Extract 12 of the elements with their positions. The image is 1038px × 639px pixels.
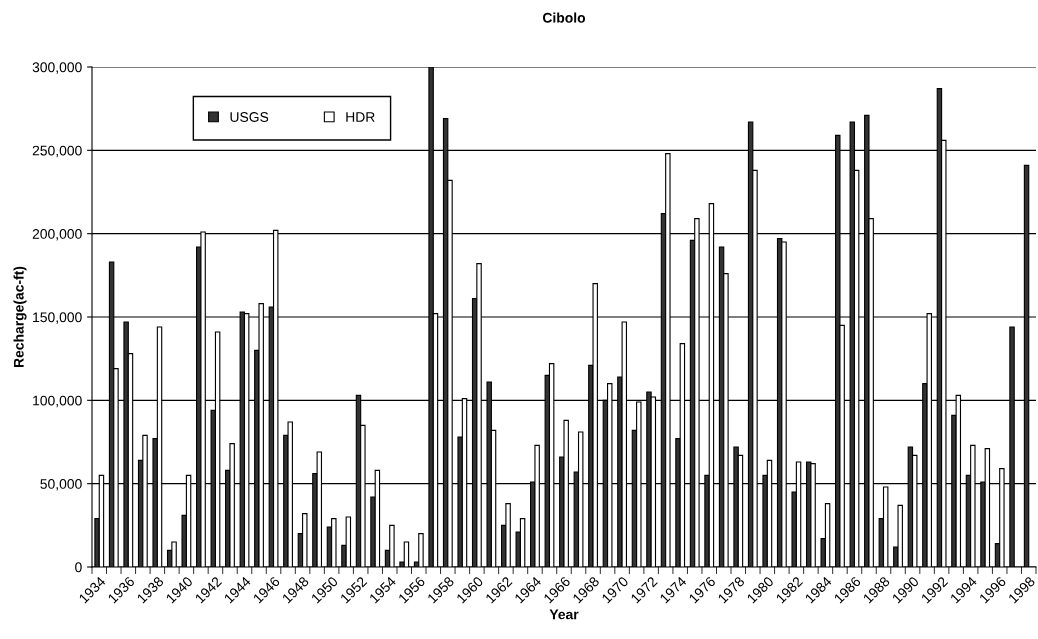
y-axis-title: Recharge(ac-ft) xyxy=(13,266,27,367)
y-tick-label: 200,000 xyxy=(32,229,82,241)
y-tick-label: 0 xyxy=(75,562,82,573)
legend-label: USGS xyxy=(230,112,269,122)
y-tick-label: 250,000 xyxy=(32,145,82,158)
x-axis-title: Year xyxy=(549,609,579,620)
y-tick-label: 300,000 xyxy=(32,62,82,74)
legend-label: HDR xyxy=(346,112,375,122)
y-tick-label: 100,000 xyxy=(33,395,82,408)
y-tick-label: 150,000 xyxy=(33,312,82,324)
chart-title: Cibolo xyxy=(542,12,586,23)
y-tick-label: 50,000 xyxy=(40,479,82,491)
